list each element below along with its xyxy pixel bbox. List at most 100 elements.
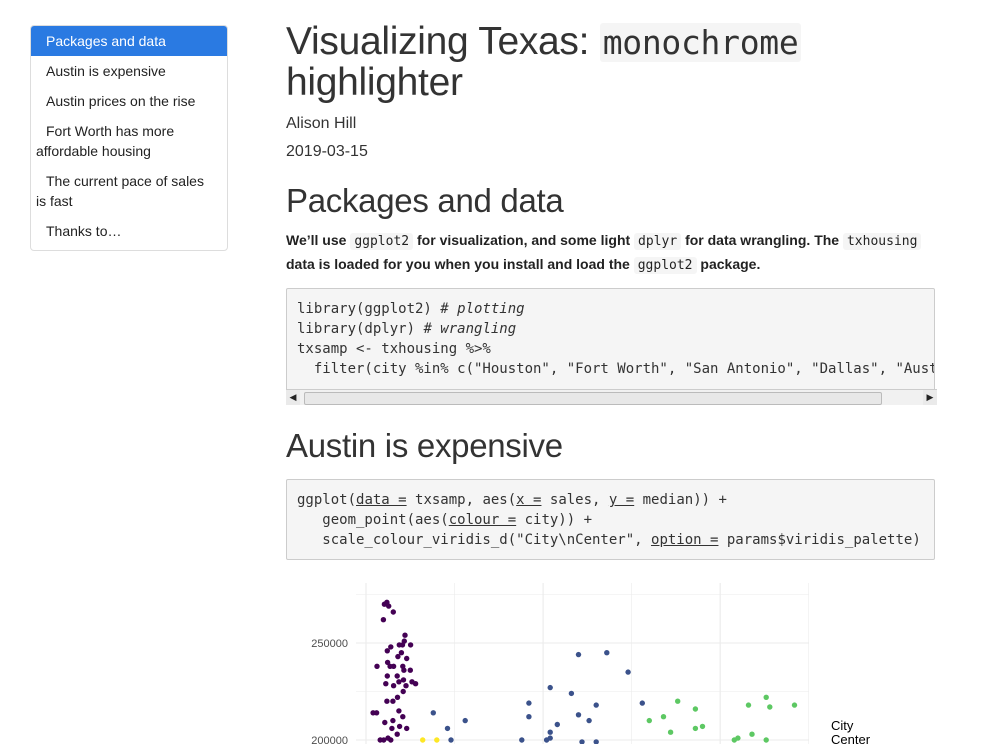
- chart-points: [370, 599, 798, 744]
- inline-code-txhousing: txhousing: [842, 233, 922, 250]
- data-point: [519, 737, 525, 743]
- data-point: [579, 739, 585, 744]
- code-line: library(ggplot2): [297, 301, 441, 317]
- data-point: [547, 729, 553, 735]
- data-point: [731, 737, 737, 743]
- y-tick-label: 250000: [311, 638, 348, 650]
- code-token: city)) +: [516, 512, 593, 528]
- data-point: [547, 684, 553, 691]
- inline-code-ggplot2: ggplot2: [350, 233, 414, 250]
- section-heading-austin-is-expensive: Austin is expensive: [286, 427, 563, 464]
- data-point: [767, 704, 773, 710]
- para-text: data is loaded for you when you install …: [286, 256, 634, 272]
- data-point: [400, 714, 406, 720]
- code-arg: option =: [651, 532, 719, 548]
- code-block-setup-body: library(ggplot2) # plotting library(dply…: [286, 288, 935, 404]
- data-point: [420, 737, 426, 743]
- data-point: [593, 739, 599, 744]
- horizontal-scrollbar[interactable]: ◀ ▶: [286, 389, 937, 405]
- data-point: [430, 710, 436, 716]
- data-point: [390, 717, 396, 724]
- data-point: [554, 721, 560, 728]
- data-point: [763, 694, 769, 700]
- data-point: [543, 737, 550, 743]
- toc-item-austin-prices-on-the-rise[interactable]: Austin prices on the rise: [46, 93, 196, 109]
- para-text: for data wrangling. The: [681, 232, 843, 248]
- data-point: [404, 725, 410, 732]
- data-point: [395, 653, 401, 660]
- data-point: [407, 667, 413, 673]
- toc-item-fort-worth-affordable[interactable]: Fort Worth has more affordable housing: [36, 123, 175, 159]
- code-arg: colour =: [448, 512, 517, 528]
- data-point: [604, 650, 610, 656]
- data-point: [396, 679, 402, 685]
- data-point: [448, 737, 454, 743]
- toc-item-packages-and-data[interactable]: Packages and data: [31, 26, 227, 56]
- data-point: [791, 702, 798, 708]
- data-point: [575, 712, 582, 718]
- data-point: [434, 737, 440, 743]
- data-point: [444, 725, 451, 732]
- data-point: [384, 648, 390, 654]
- data-point: [675, 698, 681, 704]
- data-point: [394, 673, 400, 679]
- code-line: library(dplyr): [297, 321, 424, 337]
- data-point: [396, 708, 402, 714]
- date: 2019-03-15: [286, 143, 368, 160]
- title-suffix: highlighter: [286, 61, 463, 104]
- data-point: [763, 737, 769, 743]
- data-point: [389, 725, 395, 732]
- scroll-left-icon[interactable]: ◀: [286, 390, 300, 405]
- data-point: [382, 719, 388, 726]
- toc-item-current-pace-of-sales[interactable]: The current pace of sales is fast: [36, 173, 204, 209]
- para-text: for visualization, and some light: [413, 232, 635, 248]
- data-point: [749, 731, 755, 737]
- data-point: [383, 681, 389, 687]
- data-point: [400, 688, 406, 695]
- code-token: scale_colour_viridis_d("City\nCenter",: [297, 532, 652, 548]
- code-token: params$viridis_palette): [718, 532, 921, 548]
- data-point: [398, 650, 405, 656]
- scroll-right-icon[interactable]: ▶: [923, 390, 937, 405]
- data-point: [390, 609, 396, 615]
- data-point: [639, 700, 645, 706]
- toc-item-austin-is-expensive[interactable]: Austin is expensive: [46, 63, 166, 79]
- data-point: [390, 698, 396, 704]
- data-point: [394, 731, 400, 737]
- para-text: We’ll use: [286, 232, 351, 248]
- data-point: [404, 655, 410, 662]
- code-token: geom_point(aes(: [297, 512, 449, 528]
- intro-paragraph: We’ll use ggplot2 for visualization, and…: [286, 229, 938, 277]
- author: Alison Hill: [286, 115, 357, 132]
- data-point: [699, 723, 706, 730]
- code-token: sales,: [541, 492, 609, 508]
- data-point: [400, 677, 407, 683]
- code-token: median)) +: [634, 492, 727, 508]
- y-tick-label: 200000: [311, 735, 348, 744]
- code-arg: x =: [516, 492, 542, 508]
- data-point: [380, 617, 387, 623]
- scrollbar-thumb[interactable]: [304, 392, 882, 405]
- data-point: [388, 737, 394, 743]
- data-point: [568, 690, 575, 697]
- data-point: [660, 714, 667, 720]
- data-point: [625, 669, 631, 675]
- title-code: monochrome: [599, 23, 802, 62]
- data-point: [462, 717, 468, 724]
- code-line: txsamp <- txhousing %>%: [297, 341, 491, 357]
- toc-item-thanks-to[interactable]: Thanks to…: [46, 223, 122, 239]
- data-point: [412, 681, 419, 687]
- code-token: ggplot(: [297, 492, 357, 508]
- data-point: [390, 683, 397, 689]
- data-point: [575, 651, 582, 658]
- code-comment: # wrangling: [423, 321, 517, 337]
- para-text: package.: [696, 256, 761, 272]
- legend-title-line: City: [831, 718, 854, 733]
- code-block-plot: ggplot(data = txsamp, aes(x = sales, y =…: [286, 479, 935, 560]
- data-point: [526, 700, 532, 706]
- section-heading-packages-and-data: Packages and data: [286, 182, 564, 219]
- data-point: [646, 717, 652, 724]
- inline-code-ggplot2: ggplot2: [633, 257, 697, 274]
- data-point: [692, 706, 699, 712]
- code-comment: # plotting: [440, 301, 525, 317]
